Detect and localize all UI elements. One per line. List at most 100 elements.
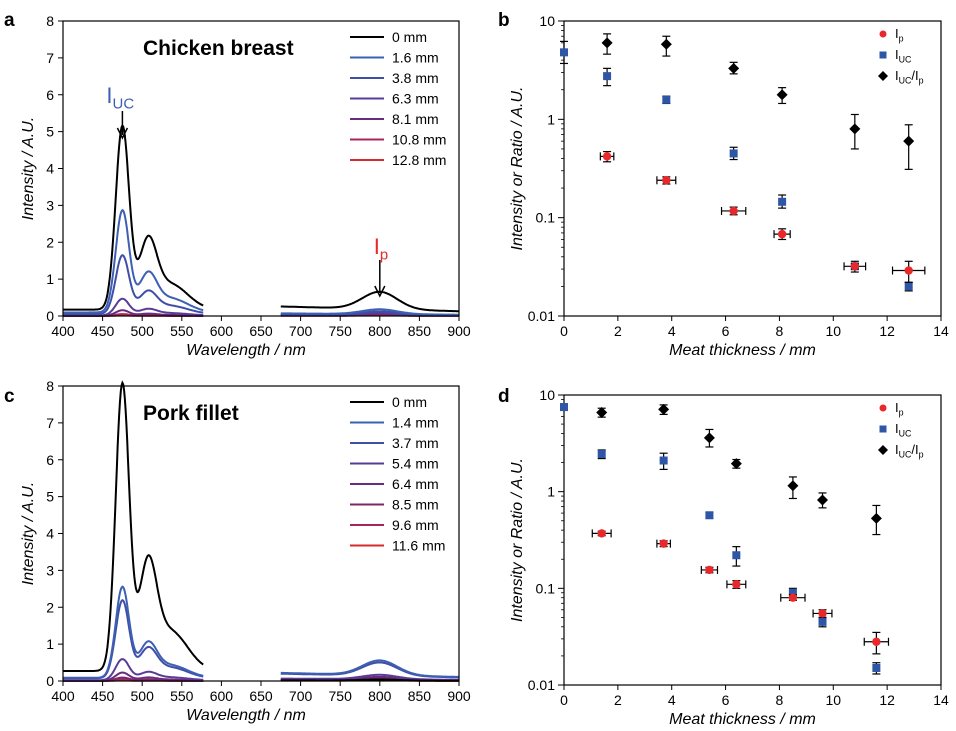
data-point-ratio <box>903 135 915 147</box>
y-tick-label: 1 <box>547 484 555 500</box>
legend-marker <box>879 51 887 59</box>
y-tick-label: 0.01 <box>528 308 555 324</box>
legend-label: IUC <box>895 421 912 438</box>
series-line-0-uc <box>63 123 204 311</box>
plot-frame <box>563 394 942 686</box>
y-tick-label: 7 <box>46 415 54 431</box>
data-point-iuc <box>818 617 827 626</box>
y-tick-label: 1 <box>46 271 54 287</box>
x-tick-label: 550 <box>170 688 194 704</box>
y-tick-label: 2 <box>46 599 54 615</box>
y-tick-label: 0.1 <box>536 580 556 596</box>
panel-label-b: b <box>498 10 510 31</box>
data-point-ratio <box>787 480 799 492</box>
series-line-2-uc <box>63 254 204 315</box>
y-tick-label: 0 <box>46 308 54 324</box>
x-tick-label: 750 <box>329 688 353 704</box>
data-point-ip <box>597 529 606 538</box>
legend-label: 6.4 mm <box>392 476 439 492</box>
y-tick-label: 1 <box>547 111 555 127</box>
x-tick-label: 14 <box>933 692 949 708</box>
data-point-ratio <box>849 123 861 135</box>
x-tick-label: 10 <box>825 323 841 339</box>
data-point-ratio <box>660 38 672 50</box>
legend-label: 0 mm <box>392 29 427 45</box>
x-tick-label: 8 <box>776 692 784 708</box>
y-tick-label: 1 <box>46 636 54 652</box>
legend-label: 3.8 mm <box>392 70 439 86</box>
y-axis-title: Intensity or Ratio / A.U. <box>509 87 526 251</box>
legend-marker <box>878 445 888 455</box>
x-tick-label: 800 <box>368 688 392 704</box>
data-point-iuc <box>560 48 568 57</box>
panel-label-c: c <box>4 386 15 407</box>
legend-label: 8.1 mm <box>392 111 439 127</box>
y-tick-label: 5 <box>46 124 54 140</box>
data-point-iuc <box>662 95 671 104</box>
data-point-ratio <box>728 62 740 74</box>
data-point-ratio <box>703 432 715 444</box>
x-tick-label: 4 <box>668 692 676 708</box>
x-axis-title: Wavelength / nm <box>186 707 306 724</box>
y-tick-label: 2 <box>46 234 54 250</box>
x-tick-label: 650 <box>249 323 273 339</box>
y-tick-label: 3 <box>46 562 54 578</box>
x-tick-label: 500 <box>131 688 155 704</box>
y-tick-label: 6 <box>46 452 54 468</box>
series-line-3-p <box>280 673 459 681</box>
legend-label: 10.8 mm <box>392 132 446 148</box>
y-tick-label: 8 <box>46 13 54 29</box>
legend-label: 1.4 mm <box>392 415 439 431</box>
series-line-1-p <box>280 659 459 678</box>
legend-label: 8.5 mm <box>392 497 439 513</box>
x-tick-label: 550 <box>170 323 194 339</box>
x-tick-label: 0 <box>560 692 568 708</box>
data-point-iuc <box>603 72 612 81</box>
data-point-ratio <box>776 89 788 101</box>
data-point-ip <box>705 565 714 575</box>
series-line-0-uc <box>63 380 204 672</box>
data-point-iuc <box>705 511 714 520</box>
thickness-chart-chicken: 0 2 4 6 8 10 12 14 0.01 0.1 1 10 Meat thickness / mm… <box>509 13 949 359</box>
x-tick-label: 6 <box>722 323 730 339</box>
x-tick-label: 850 <box>408 688 432 704</box>
annotation-arrow-head <box>116 127 129 140</box>
data-point-iuc <box>872 663 881 672</box>
data-point-iuc <box>729 149 738 158</box>
series-line-1-p <box>280 308 459 316</box>
panel-label-d: d <box>498 386 510 407</box>
data-point-ip <box>850 262 860 271</box>
data-point-ratio <box>596 406 608 418</box>
data-point-ip <box>659 539 668 548</box>
chart-title: Chicken breast <box>143 37 294 60</box>
legend-label: 0 mm <box>392 394 427 410</box>
data-point-iuc <box>560 403 568 412</box>
x-tick-label: 10 <box>825 692 841 708</box>
legend-label: Ip <box>895 26 904 43</box>
legend-label: 9.6 mm <box>392 517 439 533</box>
x-tick-label: 12 <box>879 692 895 708</box>
x-tick-label: 800 <box>368 323 392 339</box>
annotation-label-p: Ip <box>374 234 388 264</box>
y-tick-label: 0 <box>46 673 54 689</box>
x-tick-label: 500 <box>131 323 155 339</box>
data-point-ip <box>777 229 787 239</box>
series-line-3-uc <box>63 658 204 682</box>
y-tick-label: 8 <box>46 378 54 394</box>
y-tick-label: 0.1 <box>536 210 556 226</box>
y-axis-title: Intensity or Ratio / A.U. <box>509 458 526 622</box>
x-tick-label: 750 <box>329 323 353 339</box>
y-tick-label: 4 <box>46 526 54 542</box>
x-tick-label: 900 <box>447 323 471 339</box>
y-axis-title: Intensity / A.U. <box>20 117 37 220</box>
plot-frame <box>563 20 942 317</box>
legend-label: IUC/Ip <box>895 442 924 459</box>
x-tick-label: 0 <box>560 323 568 339</box>
y-tick-label: 7 <box>46 50 54 66</box>
data-point-iuc <box>659 456 668 465</box>
legend-label: 3.7 mm <box>392 435 439 451</box>
y-axis-title: Intensity / A.U. <box>20 482 37 585</box>
data-point-iuc <box>778 197 787 206</box>
x-axis-title: Meat thickness / mm <box>669 711 816 728</box>
y-tick-label: 3 <box>46 197 54 213</box>
